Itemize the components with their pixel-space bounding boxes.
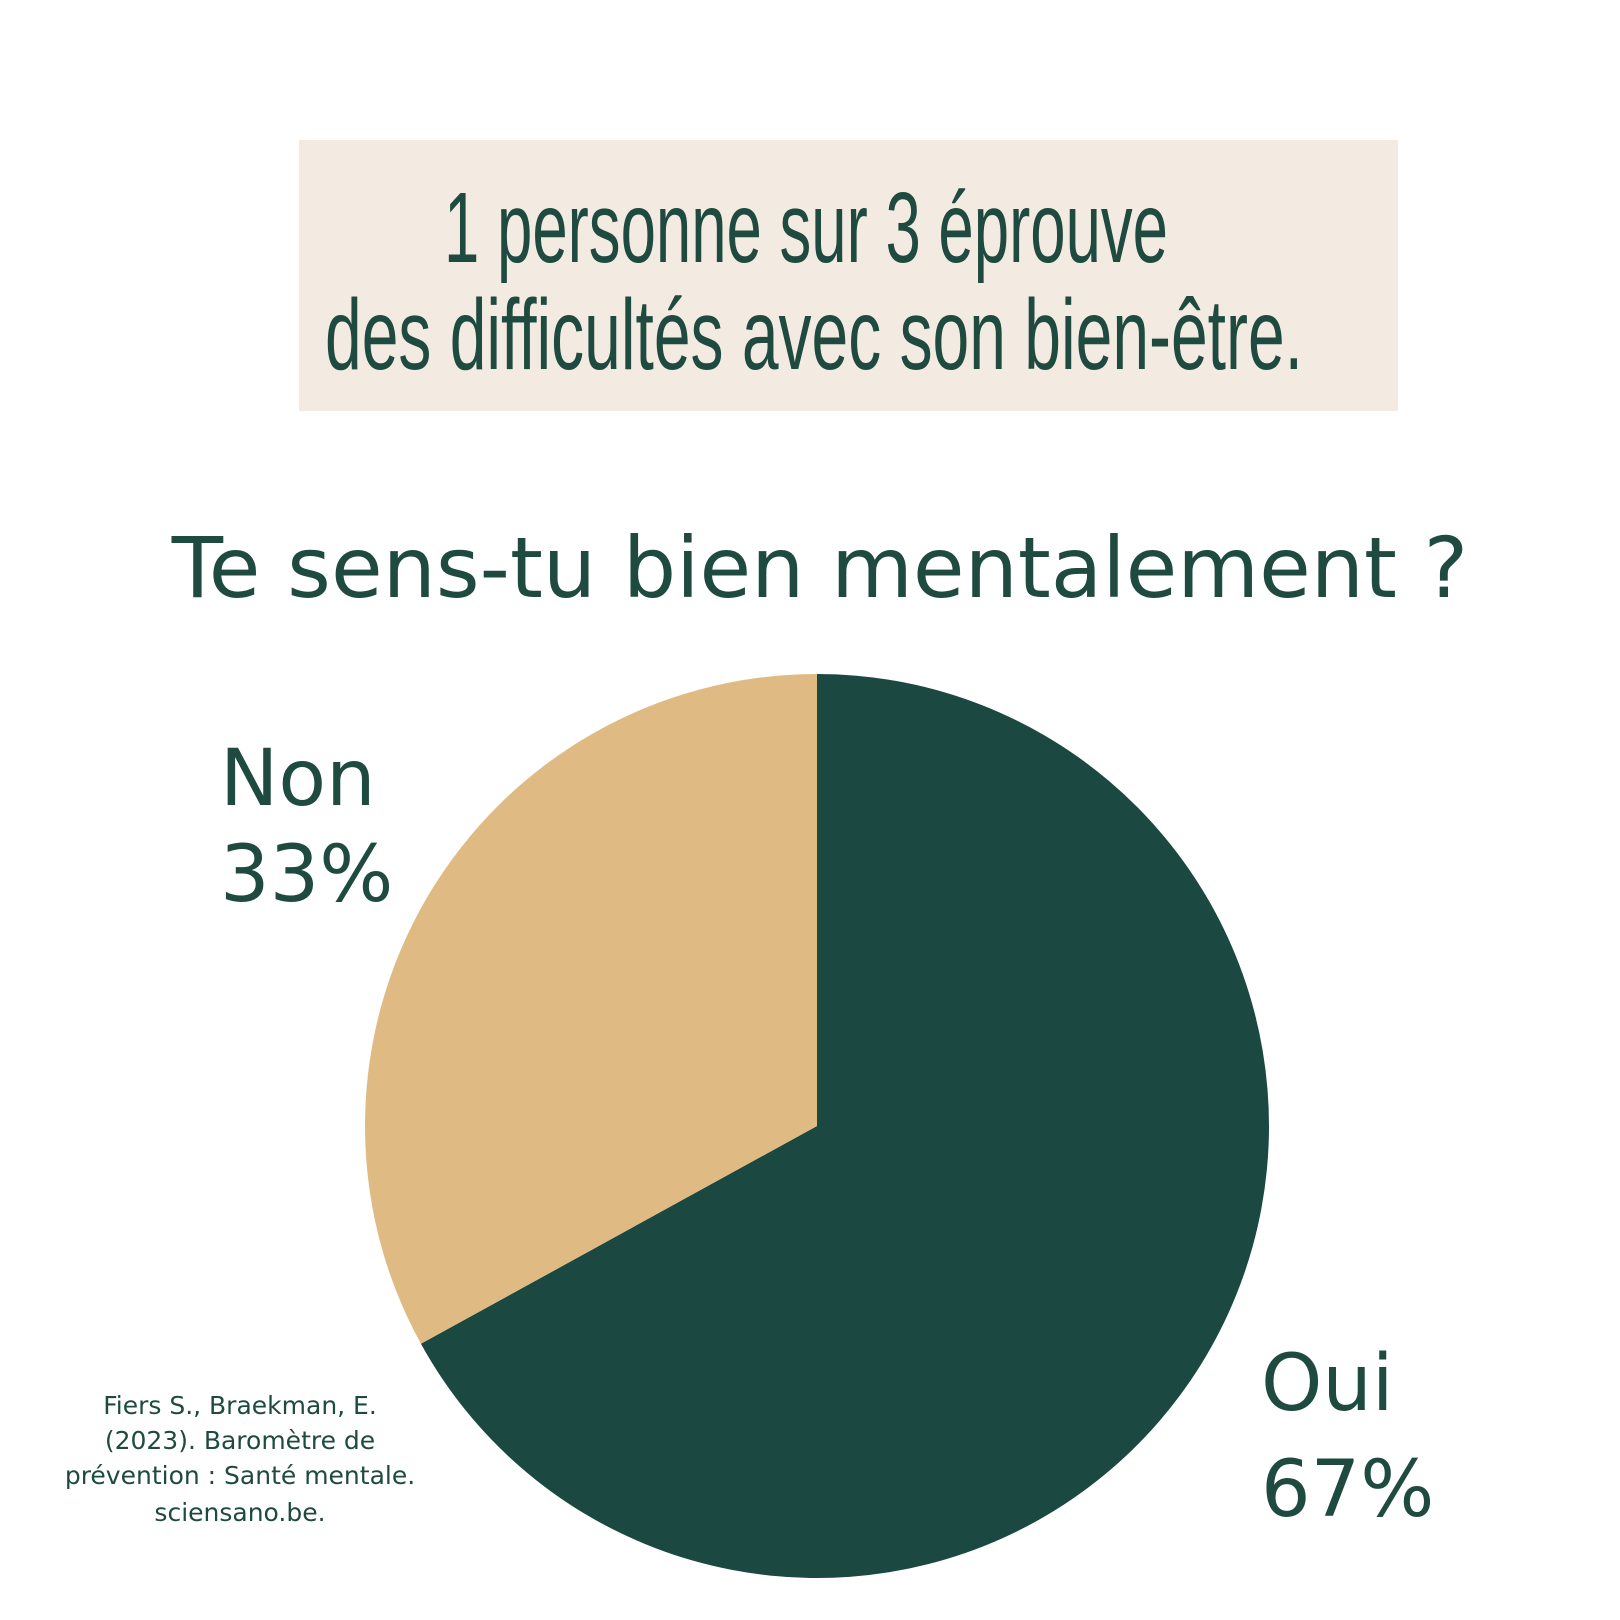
chart-title: Te sens-tu bien mentalement ? — [171, 519, 1468, 617]
value-label: 67% — [1261, 1445, 1434, 1535]
headline-line: 1 personne sur 3 éprouve — [444, 172, 1168, 284]
source-line: prévention : Santé mentale. — [65, 1461, 415, 1490]
headline-line: des difficultés avec son bien-être. — [325, 279, 1303, 391]
value-label: 33% — [220, 830, 393, 920]
pie-slice — [364, 674, 817, 1344]
source-line: Fiers S., Braekman, E. — [103, 1391, 377, 1420]
pie-slice — [420, 674, 1269, 1578]
source-line: (2023). Baromètre de — [105, 1426, 375, 1455]
slice-label: Oui — [1261, 1339, 1394, 1429]
source-line: sciensano.be. — [154, 1498, 325, 1527]
slice-label: Non — [220, 734, 376, 824]
headline-box — [299, 140, 1398, 411]
pie — [364, 674, 1269, 1578]
